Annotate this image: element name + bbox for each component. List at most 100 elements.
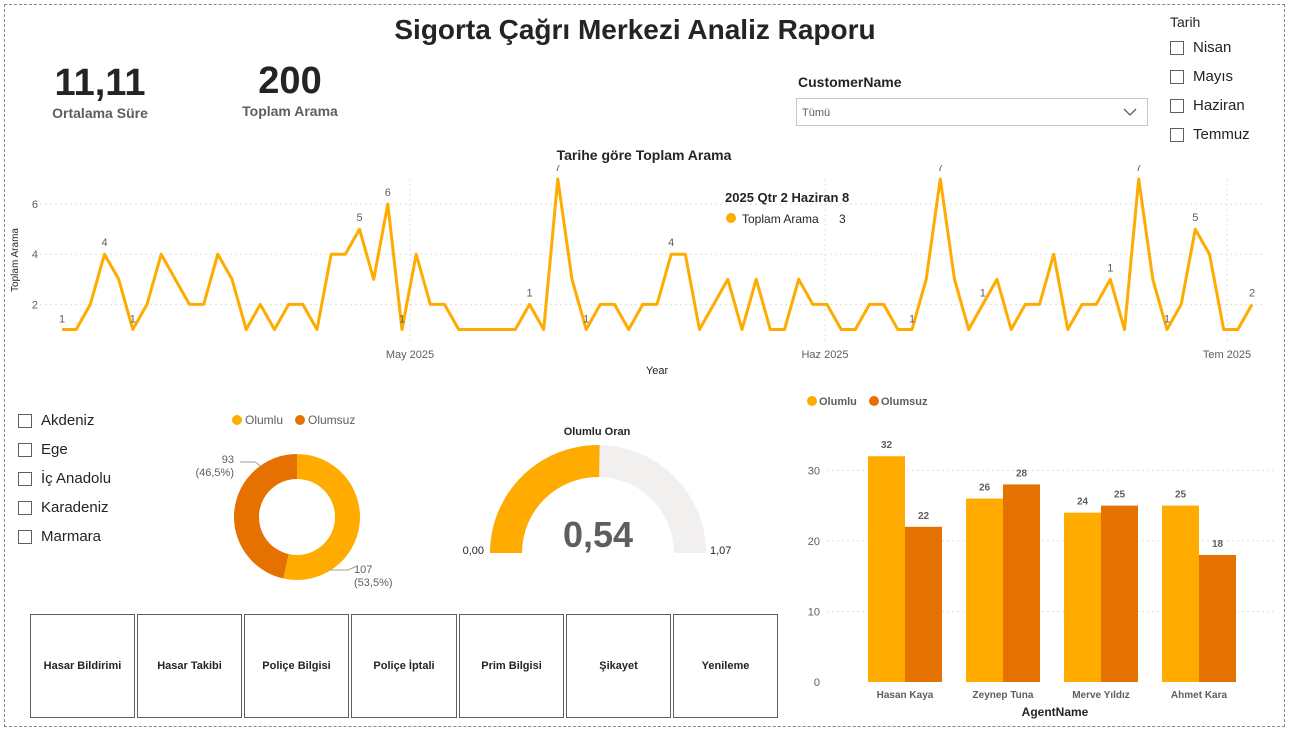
data-label-pct: (53,5%) xyxy=(354,577,393,589)
legend-marker xyxy=(869,396,879,406)
bar-olumlu xyxy=(966,498,1003,682)
option-label: Nisan xyxy=(1193,39,1232,56)
line-chart[interactable]: 2 4 6 May 2025 Haz 2025 Tem 2025 Year Toplam Ar… xyxy=(0,165,1293,380)
legend-label: Olumlu xyxy=(245,413,283,427)
button-police-bilgisi[interactable]: Poliçe Bilgisi xyxy=(244,614,349,718)
page-title: Sigorta Çağrı Merkezi Analiz Raporu xyxy=(394,14,876,45)
data-label: 6 xyxy=(385,187,391,199)
button-sikayet[interactable]: Şikayet xyxy=(566,614,671,718)
data-label-pct: (46,5%) xyxy=(195,467,234,479)
checkbox[interactable] xyxy=(18,500,32,515)
bar-olumlu xyxy=(1162,505,1199,682)
kpi-value: 200 xyxy=(258,60,322,102)
checkbox[interactable] xyxy=(1170,40,1184,55)
data-label: 7 xyxy=(555,165,561,174)
option-label: Haziran xyxy=(1193,97,1245,114)
y-tick-label: 20 xyxy=(808,536,820,548)
checkbox[interactable] xyxy=(1170,98,1184,113)
gauge-chart[interactable]: 0,54 0,00 1,07 xyxy=(450,440,750,565)
data-label: 32 xyxy=(881,440,893,451)
checkbox[interactable] xyxy=(18,413,32,428)
customer-dropdown[interactable]: Tümü xyxy=(796,98,1148,126)
data-label: 4 xyxy=(668,237,674,249)
x-tick-label: Ahmet Kara xyxy=(1171,690,1228,701)
gauge-fill xyxy=(490,445,600,553)
option-label: Akdeniz xyxy=(41,412,95,429)
x-tick-label: Tem 2025 xyxy=(1203,349,1251,361)
y-tick-label: 6 xyxy=(32,199,38,211)
legend-label: Olumlu xyxy=(819,396,857,408)
data-label: 1 xyxy=(583,313,589,325)
data-label: 26 xyxy=(979,483,991,494)
option-label: Karadeniz xyxy=(41,499,109,516)
donut-slice-olumlu xyxy=(283,454,360,580)
data-label: 1 xyxy=(130,313,136,325)
button-police-iptali[interactable]: Poliçe İptali xyxy=(351,614,457,718)
button-yenileme[interactable]: Yenileme xyxy=(673,614,778,718)
option-label: Ege xyxy=(41,441,68,458)
chevron-down-icon xyxy=(1123,108,1137,116)
option-label: İç Anadolu xyxy=(41,470,112,487)
leader-line xyxy=(240,461,263,468)
button-hasar-bildirimi[interactable]: Hasar Bildirimi xyxy=(30,614,135,718)
checkbox[interactable] xyxy=(18,442,32,457)
data-label: 107 xyxy=(354,564,372,576)
bar-olumsuz xyxy=(1101,505,1138,682)
customer-dropdown-value: Tümü xyxy=(802,107,831,119)
option-label: Marmara xyxy=(41,528,102,545)
y-axis-title: Toplam Arama xyxy=(10,228,21,292)
data-label: 22 xyxy=(918,511,930,522)
legend-marker xyxy=(807,396,817,406)
line-chart-title: Tarihe göre Toplam Arama xyxy=(556,147,732,163)
y-tick-label: 0 xyxy=(814,677,820,689)
x-tick-label: Merve Yıldız xyxy=(1072,690,1130,701)
leader-line xyxy=(330,566,356,571)
legend-marker xyxy=(295,415,305,425)
bar-chart[interactable]: Olumlu Olumsuz 0 10 20 30 32 22 Hasan Kaya 26 28 Ze… xyxy=(795,388,1285,722)
y-tick-label: 10 xyxy=(808,606,820,618)
series-line-toplam-arama xyxy=(62,177,1254,331)
report-frame xyxy=(4,4,1285,727)
checkbox[interactable] xyxy=(1170,127,1184,142)
checkbox[interactable] xyxy=(1170,69,1184,84)
x-tick-label: Haz 2025 xyxy=(801,349,848,361)
region-option-ic-anadolu[interactable]: İç Anadolu xyxy=(18,464,111,493)
button-prim-bilgisi[interactable]: Prim Bilgisi xyxy=(459,614,564,718)
kpi-label: Toplam Arama xyxy=(242,103,338,119)
data-label: 1 xyxy=(980,287,986,299)
legend-marker xyxy=(232,415,242,425)
data-label: 18 xyxy=(1212,539,1224,550)
donut-chart[interactable]: Olumlu Olumsuz 107(53,5%) 93(46,5%) xyxy=(180,405,410,605)
date-slicer-title: Tarih xyxy=(1170,14,1201,30)
x-tick-label: May 2025 xyxy=(386,349,434,361)
option-label: Mayıs xyxy=(1193,68,1234,85)
tooltip-title: 2025 Qtr 2 Haziran 8 xyxy=(725,190,849,205)
bar-olumlu xyxy=(1064,512,1101,682)
x-axis-title: AgentName xyxy=(1022,705,1089,719)
data-label: 1 xyxy=(526,287,532,299)
data-label: 5 xyxy=(1192,212,1198,224)
data-label: 7 xyxy=(937,165,943,174)
date-slicer: Nisan Mayıs Haziran Temmuz xyxy=(1170,33,1250,149)
button-hasar-takibi[interactable]: Hasar Takibi xyxy=(137,614,242,718)
date-option-mayis[interactable]: Mayıs xyxy=(1170,62,1250,91)
date-option-haziran[interactable]: Haziran xyxy=(1170,91,1250,120)
tooltip-legend-marker xyxy=(726,213,736,223)
bar-olumsuz xyxy=(905,526,942,682)
region-option-ege[interactable]: Ege xyxy=(18,435,111,464)
checkbox[interactable] xyxy=(18,471,32,486)
region-option-karadeniz[interactable]: Karadeniz xyxy=(18,493,111,522)
data-label: 5 xyxy=(356,212,362,224)
date-option-temmuz[interactable]: Temmuz xyxy=(1170,120,1250,149)
bar-olumsuz xyxy=(1199,555,1236,682)
checkbox[interactable] xyxy=(18,529,32,544)
region-option-marmara[interactable]: Marmara xyxy=(18,522,111,551)
customer-slicer-title: CustomerName xyxy=(798,74,902,90)
data-label: 93 xyxy=(222,454,234,466)
x-tick-label: Hasan Kaya xyxy=(877,690,934,701)
region-option-akdeniz[interactable]: Akdeniz xyxy=(18,406,111,435)
data-label: 24 xyxy=(1077,497,1089,508)
bar-olumsuz xyxy=(1003,484,1040,682)
date-option-nisan[interactable]: Nisan xyxy=(1170,33,1250,62)
data-label: 1 xyxy=(1164,313,1170,325)
